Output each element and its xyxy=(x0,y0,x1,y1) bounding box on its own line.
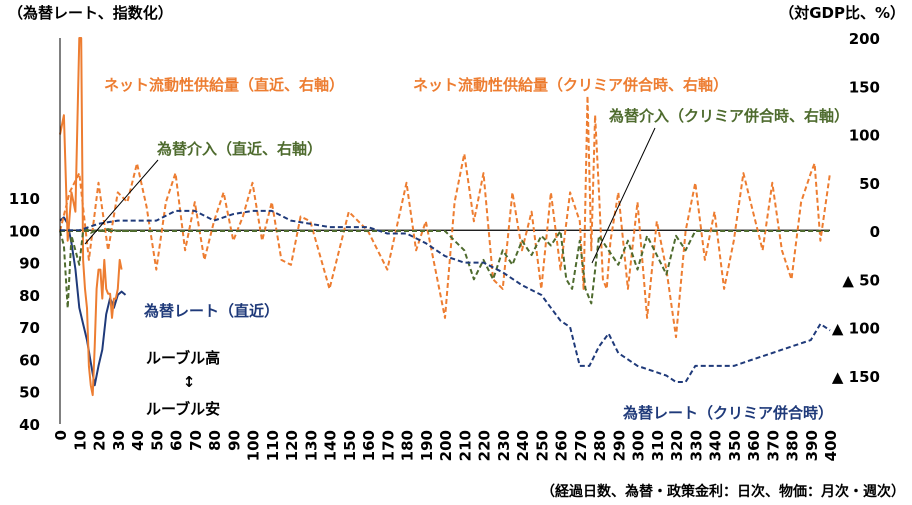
x-tick-label: 110 xyxy=(264,430,282,461)
x-tick-label: 20 xyxy=(91,430,109,451)
annotation-liquidity-crimea: ネット流動性供給量（クリミア併合時、右軸） xyxy=(413,76,728,94)
y-left-tick-label: 40 xyxy=(19,416,40,434)
y-right-axis-label: （対GDP比、%） xyxy=(779,4,905,22)
x-tick-label: 270 xyxy=(572,430,590,461)
x-tick-label: 380 xyxy=(784,430,802,461)
x-tick-label: 60 xyxy=(168,430,186,451)
x-tick-label: 70 xyxy=(187,430,205,451)
annotation-fx-crimea: 為替レート（クリミア併合時） xyxy=(622,404,833,422)
x-tick-label: 230 xyxy=(495,430,513,461)
x-tick-label: 150 xyxy=(341,430,359,461)
series-line xyxy=(59,228,137,310)
x-tick-label: 40 xyxy=(129,430,147,451)
x-tick-label: 190 xyxy=(418,430,436,461)
series-layer xyxy=(59,37,831,397)
x-tick-label: 90 xyxy=(225,430,243,451)
y-left-tick-label: 50 xyxy=(19,384,40,402)
x-tick-label: 300 xyxy=(630,430,648,461)
x-tick-label: 10 xyxy=(71,430,89,451)
x-tick-label: 240 xyxy=(514,430,532,461)
y-right-tick-label: 100 xyxy=(849,127,880,145)
x-tick-label: 200 xyxy=(437,430,455,461)
x-tick-label: 130 xyxy=(302,430,320,461)
y-right-tick-label: 0 xyxy=(870,223,880,241)
x-tick-label: 100 xyxy=(245,430,263,461)
y-right-tick-label: 200 xyxy=(849,30,880,48)
y-left-axis-label: （為替レート、指数化） xyxy=(8,4,173,22)
annotation-ruble-weak: ルーブル安 xyxy=(146,400,220,418)
leader-line-intervention-recent xyxy=(84,159,159,245)
annotation-ruble-strong: ルーブル高 xyxy=(146,349,220,367)
annotation-fx-recent: 為替レート（直近） xyxy=(143,302,279,320)
x-tick-label: 0 xyxy=(52,430,70,440)
x-tick-label: 170 xyxy=(379,430,397,461)
x-tick-label: 250 xyxy=(533,430,551,461)
annotation-intervention-recent: 為替介入（直近、右軸） xyxy=(156,140,322,158)
y-left-tick-label: 110 xyxy=(9,190,40,208)
x-tick-label: 140 xyxy=(322,430,340,461)
y-left-tick-label: 80 xyxy=(19,287,40,305)
x-tick-label: 390 xyxy=(803,430,821,461)
x-tick-label: 30 xyxy=(110,430,128,451)
y-left-tick-label: 60 xyxy=(19,351,40,369)
x-tick-label: 50 xyxy=(148,430,166,451)
series-line xyxy=(60,209,831,383)
x-tick-label: 320 xyxy=(668,430,686,461)
x-tick-label: 210 xyxy=(456,430,474,461)
x-tick-label: 290 xyxy=(610,430,628,461)
series-line xyxy=(60,230,830,305)
x-tick-label: 280 xyxy=(591,430,609,461)
y-left-tick-label: 90 xyxy=(19,255,40,273)
x-tick-label: 330 xyxy=(687,430,705,461)
y-left-tick-label: 70 xyxy=(19,319,40,337)
y-right-tick-label: 150 xyxy=(849,78,880,96)
leader-line-intervention-crimea xyxy=(591,127,656,264)
x-tick-label: 370 xyxy=(764,430,782,461)
x-tick-label: 350 xyxy=(726,430,744,461)
annotation-intervention-crimea: 為替介入（クリミア併合時、右軸） xyxy=(608,107,849,125)
annotation-liquidity-recent: ネット流動性供給量（直近、右軸） xyxy=(104,76,344,94)
series-line xyxy=(59,37,123,397)
x-tick-label: 360 xyxy=(745,430,763,461)
x-tick-label: 310 xyxy=(649,430,667,461)
x-tick-label: 180 xyxy=(399,430,417,461)
series-line xyxy=(59,94,831,339)
y-right-tick-label: ▲ 150 xyxy=(832,368,880,386)
annotation-updown-arrow: ↕ xyxy=(183,373,196,391)
y-left-tick-label: 100 xyxy=(9,222,40,240)
x-axis-label: （経過日数、為替・政策金利：日次、物価：月次・週次） xyxy=(541,483,905,500)
x-tick-label: 260 xyxy=(553,430,571,461)
y-right-tick-label: ▲ 50 xyxy=(842,271,880,289)
y-right-tick-label: 50 xyxy=(859,175,880,193)
x-tick-label: 220 xyxy=(476,430,494,461)
y-right-tick-label: ▲ 100 xyxy=(832,320,880,338)
series-line xyxy=(59,216,127,387)
x-tick-label: 80 xyxy=(206,430,224,451)
x-tick-label: 400 xyxy=(822,430,840,461)
x-tick-label: 120 xyxy=(283,430,301,461)
x-tick-label: 340 xyxy=(707,430,725,461)
x-tick-label: 160 xyxy=(360,430,378,461)
